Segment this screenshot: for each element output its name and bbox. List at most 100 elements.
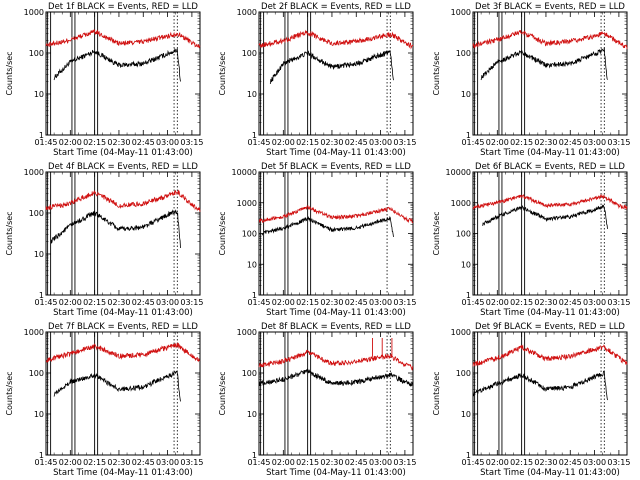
x-tick-label: 03:00 [156,138,179,147]
x-tick-label: 02:15 [510,138,533,147]
y-axis-label: Counts/sec [432,371,441,415]
x-tick-label: 02:45 [559,458,582,467]
detector-chart-svg: Det 8f BLACK = Events, RED = LLD 1 10 100 10… [218,322,416,478]
x-tick-label: 02:30 [320,298,343,307]
plot-frame [472,171,628,296]
x-tick-label: 02:30 [107,138,130,147]
x-tick-label: 01:45 [34,298,57,307]
x-tick-label: 02:45 [345,138,368,147]
detector-chart-svg: Det 2f BLACK = Events, RED = LLD 1 10 100 10… [218,2,416,158]
detector-panel-8: Det 8f BLACK = Events, RED = LLD 1 10 100 10… [213,320,426,480]
lld-series-line [258,205,414,224]
events-series-line [53,48,181,82]
y-tick-label: 1 [466,451,471,460]
y-tick-label: 100 [456,369,471,378]
y-tick-label: 1000 [237,8,257,17]
lld-series-line [472,29,628,50]
x-tick-label: 03:00 [583,138,606,147]
y-tick-label: 1000 [451,328,471,337]
detector-panel-6: Det 6f BLACK = Events, RED = LLD 1 10 100 10… [427,160,640,320]
events-series-line [480,47,608,81]
y-tick-label: 100 [456,49,471,58]
x-tick-label: 02:30 [534,458,557,467]
detector-panel-9: Det 9f BLACK = Events, RED = LLD 1 10 100 10… [427,320,640,480]
x-tick-label: 02:15 [83,298,106,307]
x-tick-label: 02:15 [83,138,106,147]
x-axis-label: Start Time (04-May-11 01:43:00) [266,148,406,158]
y-tick-label: 1 [252,291,257,300]
x-tick-label: 03:00 [583,298,606,307]
y-axis-label: Counts/sec [5,211,14,255]
x-tick-label: 02:45 [132,298,155,307]
plot-frame [45,171,201,296]
detector-panel-4: Det 4f BLACK = Events, RED = LLD 1 10 100 10… [0,160,213,320]
x-tick-label: 03:15 [180,458,203,467]
detector-chart-svg: Det 6f BLACK = Events, RED = LLD 1 10 100 10… [432,162,630,318]
lld-series-line [45,189,201,212]
detector-chart-svg: Det 5f BLACK = Events, RED = LLD 1 10 100 10… [218,162,416,318]
x-tick-label: 03:15 [607,458,630,467]
x-tick-label: 02:00 [59,298,82,307]
x-tick-label: 01:45 [247,138,270,147]
lld-series-line [45,29,201,49]
x-tick-label: 03:00 [156,458,179,467]
x-axis-label: Start Time (04-May-11 01:43:00) [266,308,406,318]
y-tick-label: 100 [242,49,257,58]
x-tick-label: 01:45 [34,138,57,147]
chart-title: Det 1f BLACK = Events, RED = LLD [48,2,198,12]
events-series-line [482,204,608,229]
y-tick-label: 100 [29,369,44,378]
x-tick-label: 02:30 [534,138,557,147]
x-tick-label: 02:00 [272,458,295,467]
events-series-line [269,50,394,85]
x-tick-label: 02:00 [486,138,509,147]
chart-title: Det 4f BLACK = Events, RED = LLD [48,162,198,172]
x-tick-label: 03:15 [393,138,416,147]
detector-panel-1: Det 1f BLACK = Events, RED = LLD 1 10 100 10… [0,0,213,160]
events-series-line [261,215,394,237]
x-tick-label: 03:15 [607,298,630,307]
x-axis-label: Start Time (04-May-11 01:43:00) [53,468,193,478]
x-tick-label: 02:30 [320,138,343,147]
x-tick-label: 03:00 [369,298,392,307]
y-tick-label: 100 [242,369,257,378]
events-series-line [258,368,414,387]
x-tick-label: 02:00 [272,138,295,147]
x-tick-label: 02:00 [59,138,82,147]
x-tick-label: 02:45 [345,458,368,467]
y-axis-label: Counts/sec [5,51,14,95]
plot-frame [258,331,414,456]
y-axis-label: Counts/sec [218,371,227,415]
lld-series-line [258,29,414,50]
plot-frame [258,171,414,296]
y-tick-label: 1000 [451,8,471,17]
x-tick-label: 01:45 [461,298,484,307]
y-tick-label: 1000 [24,8,44,17]
lld-series-line [472,344,628,367]
x-tick-label: 01:45 [461,458,484,467]
x-tick-label: 01:45 [247,298,270,307]
y-tick-label: 100 [456,230,471,239]
x-tick-label: 02:00 [272,298,295,307]
x-tick-label: 02:15 [510,298,533,307]
x-tick-label: 03:15 [607,138,630,147]
x-tick-label: 03:00 [369,138,392,147]
chart-title: Det 6f BLACK = Events, RED = LLD [475,162,625,172]
lld-series-line [45,342,201,363]
detector-chart-svg: Det 9f BLACK = Events, RED = LLD 1 10 100 10… [432,322,630,478]
detector-panel-3: Det 3f BLACK = Events, RED = LLD 1 10 100 10… [427,0,640,160]
y-axis-label: Counts/sec [218,211,227,255]
x-tick-label: 03:00 [583,458,606,467]
y-tick-label: 100 [29,209,44,218]
x-tick-label: 02:45 [132,458,155,467]
plot-frame [258,11,414,136]
y-tick-label: 1000 [24,168,44,177]
x-tick-label: 02:45 [132,138,155,147]
x-tick-label: 02:00 [486,298,509,307]
x-tick-label: 02:00 [59,458,82,467]
x-tick-label: 02:45 [559,298,582,307]
y-tick-label: 10 [247,260,257,269]
y-tick-label: 10 [34,90,44,99]
chart-title: Det 7f BLACK = Events, RED = LLD [48,322,198,332]
